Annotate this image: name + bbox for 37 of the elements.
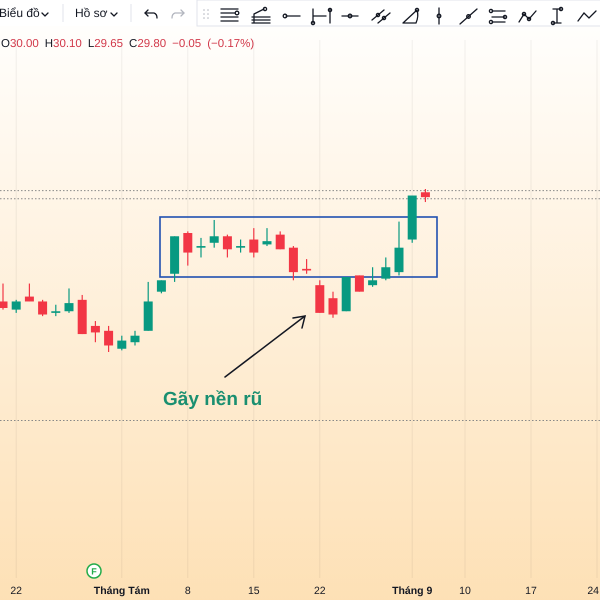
- candlestick: [183, 230, 192, 266]
- candlestick: [196, 237, 206, 258]
- candlestick: [302, 258, 312, 274]
- candlestick: [90, 320, 100, 343]
- x-tick-label: Tháng Tám: [94, 585, 150, 597]
- x-tick-label: 10: [459, 585, 471, 597]
- candlestick: [38, 299, 48, 317]
- candlestick: [236, 238, 246, 254]
- candlestick: [210, 219, 219, 248]
- x-tick-label: 22: [314, 585, 326, 597]
- text: Gãy nền rũ: [163, 389, 262, 410]
- x-tick-label: 17: [525, 585, 537, 597]
- candlestick: [381, 256, 390, 281]
- candlestick: [328, 291, 338, 318]
- candlestick: [276, 230, 285, 250]
- candlestick: [12, 299, 21, 314]
- candlestick: [24, 282, 34, 302]
- candlestick: [51, 304, 60, 317]
- candlestick: [64, 288, 74, 314]
- candlestick: [222, 234, 232, 258]
- candlestick: [249, 228, 258, 258]
- x-tick-label: 15: [248, 585, 260, 597]
- candlestick: [368, 266, 378, 288]
- candlestick: [156, 280, 166, 294]
- x-tick-label: Tháng 9: [392, 585, 432, 597]
- text: Hồ sơ: [75, 6, 108, 20]
- candlestick: [130, 330, 140, 346]
- candlestick: [117, 335, 126, 351]
- text: Biểu đồ: [0, 6, 40, 20]
- f-badge-icon: F: [86, 563, 102, 579]
- text: O30.00 H30.10 L29.65 C29.80 −0.05 (−0.17%): [1, 38, 254, 50]
- x-tick-label: 24: [587, 585, 600, 597]
- candlestick: [262, 228, 272, 247]
- candlestick: [420, 188, 430, 203]
- x-tick-label: 22: [10, 585, 22, 597]
- x-tick-label: 8: [184, 585, 191, 597]
- candlestick: [104, 325, 114, 353]
